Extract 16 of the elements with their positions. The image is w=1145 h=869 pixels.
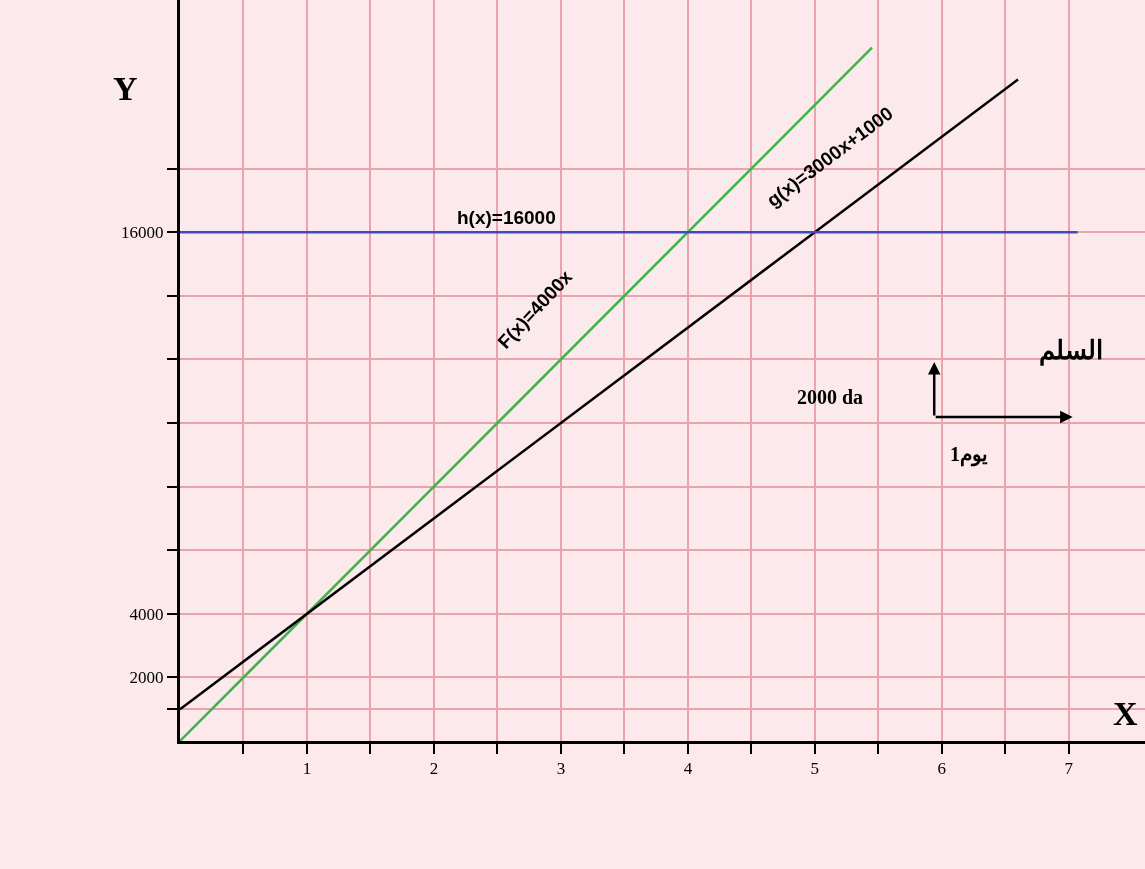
annotation: 2000 da [797, 386, 864, 408]
x-tick-label: 1 [302, 759, 312, 779]
y-tick-label: 16000 [121, 223, 164, 243]
x-tick-label: 3 [556, 759, 566, 779]
x-tick-label: 2 [429, 759, 439, 779]
y-tick-label: 2000 [129, 668, 164, 688]
y-tick-label: 4000 [129, 604, 164, 624]
x-tick-label: 4 [683, 759, 693, 779]
x-tick-label: 7 [1064, 759, 1074, 779]
x-axis-title: X [1113, 695, 1138, 732]
x-tick-label: 6 [937, 759, 947, 779]
y-axis-title: Y [113, 70, 138, 107]
annotation: السلم [1039, 335, 1103, 366]
annotation: 1يوم [950, 443, 988, 467]
x-tick-label: 5 [810, 759, 820, 779]
annotation: h(x)=16000 [457, 207, 556, 228]
